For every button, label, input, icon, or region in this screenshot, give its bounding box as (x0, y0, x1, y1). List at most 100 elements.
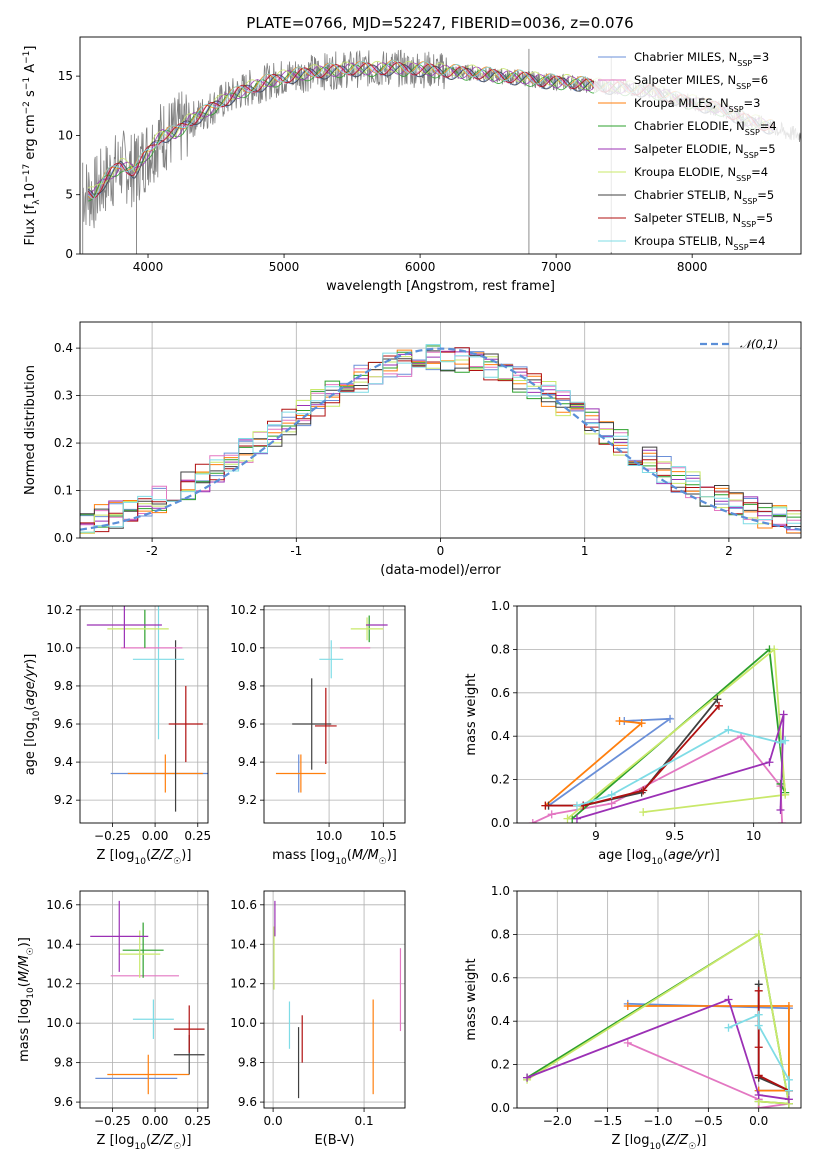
x-tick-label: 0.00 (142, 829, 169, 843)
x-axis-label: Z [log10(Z/Z☉)] (97, 848, 192, 867)
y-tick-label: 9.4 (238, 755, 257, 769)
weight-marker-kroupa-stelib (776, 738, 785, 747)
weight-line-chabrier-miles (548, 717, 674, 807)
weight-marker-salpeter-miles (778, 819, 787, 823)
weight-marker-salpeter-miles (623, 1038, 632, 1047)
x-tick-label: 0 (437, 544, 445, 558)
x-tick-label: 8000 (677, 260, 708, 274)
y-tick-label: 10.6 (46, 898, 73, 912)
x-tick-label: 0.0 (264, 1114, 283, 1128)
weight-line-salpeter-elodie (526, 998, 790, 1101)
y-tick-label: 0.8 (491, 642, 510, 656)
weight-marker-kroupa-stelib (607, 790, 616, 799)
y-axis-label: mass weight (464, 958, 479, 1040)
weight-line-kroupa-miles (544, 720, 644, 807)
y-tick-label: 0.2 (54, 436, 73, 450)
x-tick-label: 1 (581, 544, 589, 558)
axes-frame (79, 605, 209, 824)
weight-marker-salpeter-stelib (754, 986, 763, 995)
x-axis-label: E(B-V) (314, 1133, 354, 1148)
x-tick-label: −0.25 (94, 1114, 131, 1128)
weight-marker-salpeter-elodie (572, 814, 581, 823)
x-tick-label: 6000 (405, 260, 436, 274)
legend-entry: Salpeter ELODIE, NSSP=5 (634, 142, 776, 160)
y-axis-label: mass [log10(M/M☉)] (17, 937, 36, 1062)
weight-marker-salpeter-elodie (776, 805, 785, 814)
y-tick-label: 0.4 (491, 729, 510, 743)
x-tick-label: 10 (746, 829, 761, 843)
x-tick-label: 9 (592, 829, 600, 843)
y-tick-label: 0.2 (491, 773, 510, 787)
x-axis-label: (data-model)/error (380, 563, 501, 578)
y-tick-label: 0.4 (54, 341, 73, 355)
legend-entry: Chabrier ELODIE, NSSP=4 (634, 119, 777, 137)
weight-marker-kroupa-stelib (754, 1021, 763, 1030)
weight-marker-kroupa-elodie (754, 930, 763, 939)
weight-marker-salpeter-elodie (779, 710, 788, 719)
x-tick-label: 2 (725, 544, 733, 558)
weight-marker-salpeter-elodie (724, 995, 733, 1004)
x-tick-label: 0.0 (749, 1114, 768, 1128)
plot-area (523, 930, 793, 1108)
weight-marker-chabrier-stelib (713, 695, 722, 704)
x-tick-label: −2.0 (543, 1114, 572, 1128)
axes-frame (263, 890, 406, 1109)
weight-marker-kroupa-elodie (781, 790, 790, 799)
legend-entry: Kroupa STELIB, NSSP=4 (634, 234, 765, 252)
mass-vs-reddening-panel: 0.0 0.1 9.6 9.8 10.0 10.2 10.4 10.6 E(B-V) (230, 890, 406, 1148)
weight-marker-salpeter-elodie (784, 1095, 793, 1104)
weight-marker-kroupa-stelib (784, 1086, 793, 1095)
weight-marker-kroupa-stelib (572, 801, 581, 810)
weight-marker-salpeter-stelib (754, 1043, 763, 1052)
residual-hist-chabrier-stelib (80, 350, 801, 529)
weight-marker-salpeter-stelib (714, 701, 723, 710)
x-axis-label: Z [log10(Z/Z☉)] (97, 1133, 192, 1152)
y-tick-label: 0.1 (54, 484, 73, 498)
x-tick-label: 10.5 (370, 829, 397, 843)
weight-line-kroupa-elodie (526, 932, 790, 1105)
y-tick-label: 10.0 (46, 641, 73, 655)
mass-weight-vs-metallicity-panel: −2.0 −1.5 −1.0 −0.5 0.0 0.0 0.2 0.4 0.6 0.8 1.0 Z [… (464, 884, 802, 1152)
weight-marker-salpeter-elodie (754, 1090, 763, 1099)
weight-marker-kroupa-stelib (724, 725, 733, 734)
weight-marker-kroupa-stelib (754, 1010, 763, 1019)
axes-frame (516, 890, 802, 1109)
y-tick-label: 9.2 (238, 793, 257, 807)
weight-marker-chabrier-miles (666, 714, 675, 723)
y-tick-label: 10.2 (46, 603, 73, 617)
y-tick-label: 0.0 (491, 816, 510, 830)
y-tick-label: 0.8 (491, 927, 510, 941)
x-tick-label: 0.1 (355, 1114, 374, 1128)
plot-area (80, 344, 801, 534)
spectrum-panel: 4000 5000 6000 7000 8000 0 5 10 15 wavelength [An… (22, 36, 802, 294)
weight-marker-salpeter-stelib (754, 1071, 763, 1080)
y-tick-label: 0.3 (54, 389, 73, 403)
age-vs-metallicity-panel: −0.25 0.00 0.25 9.2 9.4 9.6 9.8 10.0 10.2 Z [log1… (23, 603, 211, 867)
weight-marker-kroupa-miles (637, 719, 646, 728)
axes-frame (263, 605, 406, 824)
legend-entry: Kroupa MILES, NSSP=3 (634, 96, 760, 114)
weight-marker-kroupa-stelib (781, 736, 790, 745)
residual-hist-kroupa-stelib (80, 344, 801, 533)
x-axis-label: age [log10(age/yr)] (598, 848, 720, 867)
y-tick-label: 0.0 (491, 1101, 510, 1115)
normal-distribution-curve (80, 347, 801, 531)
y-tick-label: 9.4 (54, 755, 73, 769)
weight-marker-kroupa-miles (615, 717, 624, 726)
weight-marker-kroupa-elodie (770, 645, 779, 654)
y-tick-label: 9.6 (54, 717, 73, 731)
x-tick-label: −1.5 (593, 1114, 622, 1128)
y-tick-label: 0 (65, 247, 73, 261)
x-axis-label: mass [log10(M/M☉)] (272, 848, 397, 867)
weight-marker-salpeter-stelib (639, 786, 648, 795)
y-tick-label: 0.4 (491, 1014, 510, 1028)
x-tick-label: −0.5 (694, 1114, 723, 1128)
y-tick-label: 0.6 (491, 686, 510, 700)
y-tick-label: 9.8 (54, 1056, 73, 1070)
y-tick-label: 10.0 (46, 1016, 73, 1030)
x-tick-label: -1 (290, 544, 302, 558)
mass-vs-metallicity-panel: −0.25 0.00 0.25 9.6 9.8 10.0 10.2 10.4 10.6 Z [lo… (17, 890, 211, 1152)
y-axis-label: Normed distribution (23, 365, 38, 495)
y-tick-label: 0.2 (491, 1058, 510, 1072)
